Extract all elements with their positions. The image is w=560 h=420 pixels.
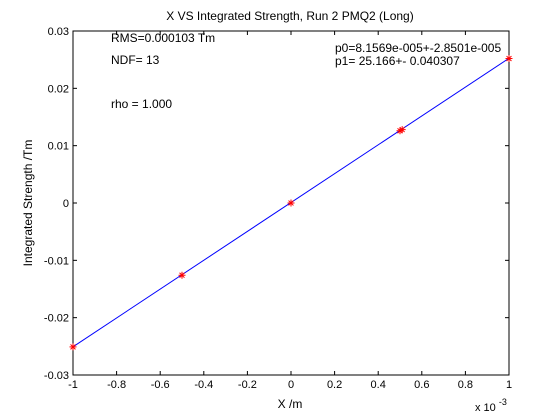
- annotation-p1: p1= 25.166+- 0.040307: [335, 54, 460, 68]
- chart-title: X VS Integrated Strength, Run 2 PMQ2 (Lo…: [166, 9, 413, 23]
- x-tick-label: -0.2: [238, 379, 257, 391]
- x-tick-label: 0.8: [458, 379, 473, 391]
- data-point-stroke: [288, 200, 294, 206]
- x-tick-label: 0.4: [371, 379, 386, 391]
- x-tick-label: -1: [68, 379, 78, 391]
- annotation-ndf: NDF= 13: [111, 53, 160, 67]
- x-multiplier: x 10 -3: [475, 397, 507, 414]
- y-tick-label: 0.03: [48, 26, 69, 38]
- annotation-rms: RMS=0.000103 Tm: [111, 31, 215, 45]
- x-multiplier-exponent: -3: [499, 397, 507, 407]
- y-axis-label: Integrated Strength /Tm: [21, 140, 35, 267]
- y-tick-label: -0.03: [44, 370, 69, 382]
- ticks-layer: -1 -0.8 -0.6 -0.4 -0.2 0 0.2 0.4 0.6 0.8 1 -0.03 -0.…: [44, 26, 512, 391]
- x-multiplier-base: x 10: [475, 402, 496, 414]
- data-point: [69, 343, 77, 351]
- data-point: [178, 271, 186, 279]
- x-tick-label: -0.8: [107, 379, 126, 391]
- data-point-stroke: [399, 126, 405, 133]
- x-tick-label: -0.6: [151, 379, 170, 391]
- annotation-p0: p0=8.1569e-005+-2.8501e-005: [335, 41, 501, 55]
- x-tick-label: 0.2: [327, 379, 342, 391]
- data-point: [398, 126, 406, 134]
- x-tick-label: 0: [288, 379, 294, 391]
- y-tick-label: -0.01: [44, 255, 69, 267]
- data-point: [287, 199, 295, 207]
- annotation-rho: rho = 1.000: [111, 97, 172, 111]
- data-point-stroke: [506, 55, 512, 62]
- x-tick-label: -0.4: [194, 379, 213, 391]
- x-tick-label: 0.6: [414, 379, 429, 391]
- data-point-stroke: [179, 272, 185, 279]
- x-tick-label: 1: [506, 379, 512, 391]
- data-point: [505, 55, 513, 63]
- y-tick-label: 0: [63, 198, 69, 210]
- data-points-layer: [69, 55, 513, 351]
- y-tick-label: -0.02: [44, 313, 69, 325]
- y-tick-label: 0.01: [48, 141, 69, 153]
- x-axis-label: X /m: [278, 397, 303, 411]
- data-point-stroke: [70, 344, 76, 350]
- y-tick-label: 0.02: [48, 83, 69, 95]
